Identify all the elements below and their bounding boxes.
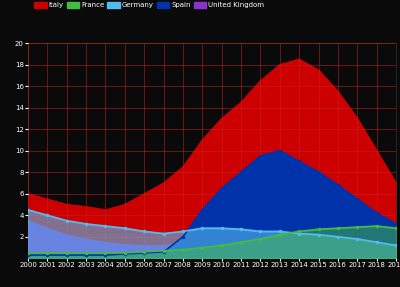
Legend: Italy, France, Germany, Spain, United Kingdom: Italy, France, Germany, Spain, United Ki… bbox=[32, 0, 267, 11]
